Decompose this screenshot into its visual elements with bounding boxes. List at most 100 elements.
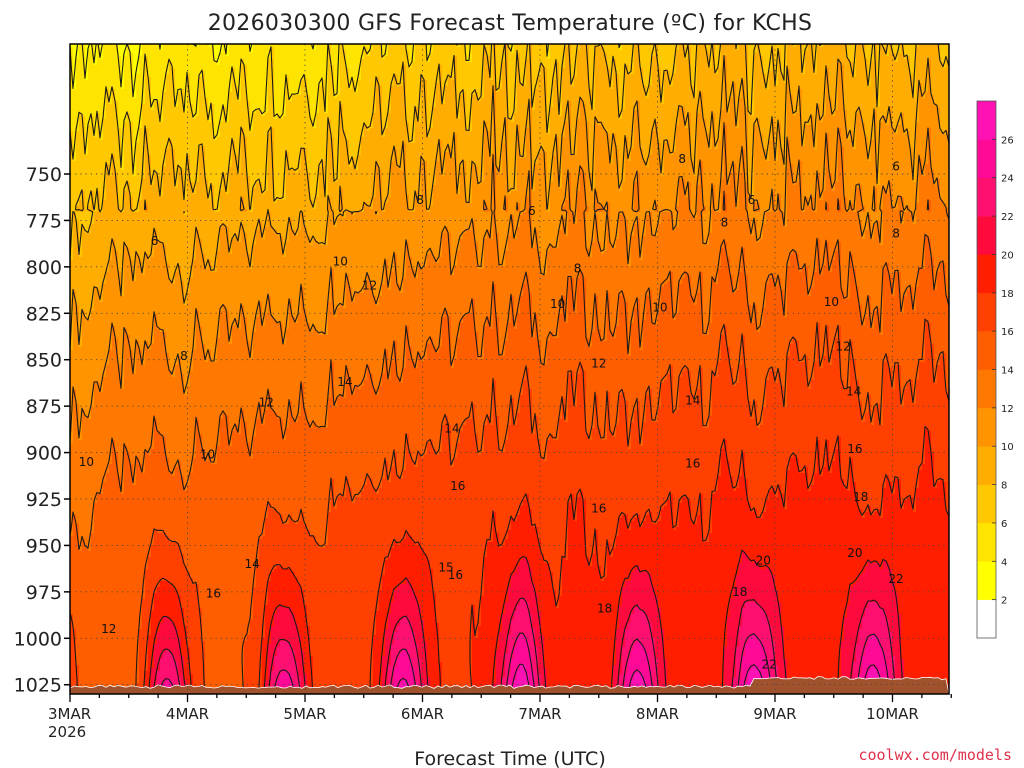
heat-cell bbox=[574, 521, 578, 694]
heat-cell bbox=[82, 311, 86, 411]
heat-cell bbox=[175, 365, 179, 468]
heat-cell bbox=[121, 170, 125, 213]
heat-cell bbox=[190, 371, 194, 474]
heat-cell bbox=[643, 320, 647, 423]
contour-label: 18 bbox=[853, 490, 868, 504]
heat-cell bbox=[715, 284, 719, 378]
heat-cell bbox=[235, 320, 239, 426]
heat-cell bbox=[508, 44, 512, 48]
heat-cell bbox=[298, 95, 302, 171]
heat-cell bbox=[187, 572, 191, 648]
heat-cell bbox=[934, 185, 938, 291]
heat-cell bbox=[661, 287, 665, 384]
heat-cell bbox=[529, 569, 533, 615]
heat-cell bbox=[349, 287, 353, 381]
colorbar-tick-label: 14 bbox=[1001, 366, 1014, 377]
heat-cell bbox=[826, 44, 830, 69]
heat-cell bbox=[754, 203, 758, 213]
heat-cell bbox=[199, 239, 203, 327]
heat-cell bbox=[805, 197, 809, 267]
heat-cell bbox=[217, 44, 221, 66]
heat-cell bbox=[142, 473, 146, 600]
heat-cell bbox=[403, 650, 407, 681]
heat-cell bbox=[160, 434, 164, 534]
heat-cell bbox=[649, 668, 653, 694]
heat-cell bbox=[526, 59, 530, 129]
heat-cell bbox=[373, 113, 377, 198]
credit-link[interactable]: coolwx.com/models bbox=[858, 746, 1012, 764]
heat-cell bbox=[301, 80, 305, 150]
heat-cell bbox=[469, 62, 473, 132]
heat-cell bbox=[817, 440, 821, 694]
heat-cell bbox=[505, 341, 509, 441]
heat-cell bbox=[781, 290, 785, 387]
heat-cell bbox=[631, 422, 635, 522]
heat-cell bbox=[427, 443, 431, 561]
heat-cell bbox=[613, 134, 617, 249]
heat-cell bbox=[430, 206, 434, 252]
heat-cell bbox=[487, 542, 491, 694]
heat-cell bbox=[427, 254, 431, 345]
heat-cell bbox=[544, 44, 548, 69]
heat-cell bbox=[529, 293, 533, 390]
heat-cell bbox=[244, 137, 248, 210]
heat-cell bbox=[745, 479, 749, 555]
heat-cell bbox=[214, 62, 218, 141]
heat-cell bbox=[259, 404, 263, 540]
heat-cell bbox=[739, 44, 743, 99]
heat-cell bbox=[286, 152, 290, 243]
heat-cell bbox=[517, 566, 521, 606]
heat-cell bbox=[541, 44, 545, 66]
heat-cell bbox=[70, 47, 74, 132]
heat-cell bbox=[898, 125, 902, 198]
heat-cell bbox=[775, 590, 779, 666]
heat-cell bbox=[394, 254, 398, 342]
heat-cell bbox=[103, 44, 107, 120]
heat-cell bbox=[133, 44, 137, 99]
heat-cell bbox=[907, 56, 911, 132]
heat-cell bbox=[793, 116, 797, 186]
heat-cell bbox=[868, 296, 872, 396]
heat-cell bbox=[139, 44, 143, 57]
heat-cell bbox=[919, 362, 923, 471]
heat-cell bbox=[274, 509, 278, 570]
heat-cell bbox=[136, 143, 140, 213]
heat-cell bbox=[820, 47, 824, 123]
heat-cell bbox=[706, 542, 710, 694]
heat-cell bbox=[547, 251, 551, 342]
heat-cell bbox=[349, 167, 353, 213]
heat-cell bbox=[391, 272, 395, 363]
heat-cell bbox=[490, 542, 494, 694]
heat-cell bbox=[91, 44, 95, 117]
heat-cell bbox=[418, 203, 422, 264]
heat-cell bbox=[547, 134, 551, 213]
heat-cell bbox=[214, 464, 218, 694]
heat-cell bbox=[319, 548, 323, 694]
heat-cell bbox=[622, 293, 626, 393]
heat-cell bbox=[541, 554, 545, 636]
heat-cell bbox=[766, 284, 770, 381]
heat-cell bbox=[742, 335, 746, 453]
heat-cell bbox=[814, 74, 818, 150]
heat-cell bbox=[811, 380, 815, 486]
heat-cell bbox=[157, 533, 161, 588]
heat-cell bbox=[268, 503, 272, 582]
heat-cell bbox=[937, 482, 941, 694]
heat-cell bbox=[898, 197, 902, 273]
heat-cell bbox=[199, 326, 203, 435]
heat-cell bbox=[388, 380, 392, 483]
y-tick-label: 900 bbox=[26, 443, 62, 465]
heat-cell bbox=[604, 44, 608, 54]
heat-cell bbox=[631, 44, 635, 75]
heat-cell bbox=[943, 68, 947, 135]
heat-cell bbox=[811, 116, 815, 198]
heat-cell bbox=[898, 614, 902, 694]
heat-cell bbox=[559, 188, 563, 231]
heat-cell bbox=[724, 440, 728, 648]
heat-cell bbox=[400, 44, 404, 87]
heat-cell bbox=[877, 563, 881, 606]
heat-cell bbox=[304, 674, 308, 694]
heat-cell bbox=[247, 44, 251, 102]
heat-cell bbox=[823, 191, 827, 267]
heat-cell bbox=[553, 440, 557, 591]
